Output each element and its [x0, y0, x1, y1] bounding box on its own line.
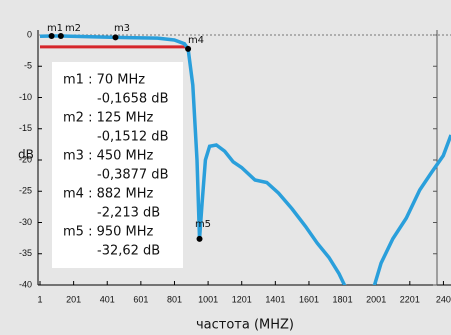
marker-dot [185, 45, 192, 52]
y-tick-label: -20 [19, 154, 32, 164]
x-tick-label: 1001 [198, 294, 218, 304]
y-tick-label: -5 [24, 61, 32, 71]
y-tick-label: -15 [19, 123, 32, 133]
marker-value: -0,1512 dB [97, 130, 168, 145]
marker-dot [196, 235, 203, 242]
y-tick-label: -30 [19, 217, 32, 227]
marker-freq: m2 : 125 MHz [63, 111, 154, 126]
marker-label: m3 [114, 23, 130, 34]
marker-label: m4 [188, 35, 204, 46]
x-tick-label: 201 [66, 294, 81, 304]
x-tick-label: 801 [167, 294, 182, 304]
marker-value: -32,62 dB [97, 244, 160, 259]
marker-dot [57, 32, 64, 39]
series-line [39, 34, 451, 285]
marker-label: m1 [47, 23, 63, 34]
marker-table [52, 62, 183, 268]
marker-freq: m3 : 450 MHz [63, 149, 154, 164]
x-tick-label: 1801 [333, 294, 353, 304]
marker-label: m2 [65, 23, 81, 34]
x-tick-label: 1201 [232, 294, 252, 304]
y-axis-title: dB [18, 148, 34, 162]
marker-value: -2,213 dB [97, 206, 160, 221]
x-tick-label: 240 [436, 294, 451, 304]
marker-freq: m1 : 70 MHz [63, 73, 145, 88]
marker-value: -0,3877 dB [97, 168, 168, 183]
marker-label: m5 [195, 219, 211, 230]
x-tick-label: 2201 [400, 294, 420, 304]
x-tick-label: 1601 [299, 294, 319, 304]
marker-freq: m4 : 882 MHz [63, 187, 154, 202]
marker-dot [112, 34, 119, 41]
marker-value: -0,1658 dB [97, 92, 168, 107]
x-tick-label: 1 [37, 294, 42, 304]
y-tick-label: -40 [19, 279, 32, 289]
y-tick-label: -35 [19, 248, 32, 258]
y-tick-label: -10 [19, 92, 32, 102]
marker-dot [48, 33, 55, 40]
y-tick-label: -25 [19, 186, 32, 196]
marker-freq: m5 : 950 MHz [63, 225, 154, 240]
x-axis-title: частота (MHZ) [196, 318, 294, 333]
x-tick-label: 601 [133, 294, 148, 304]
y-tick-label: 0 [27, 29, 32, 39]
x-tick-label: 2001 [366, 294, 386, 304]
x-tick-label: 1401 [265, 294, 285, 304]
x-tick-label: 401 [100, 294, 115, 304]
plot [39, 34, 451, 285]
